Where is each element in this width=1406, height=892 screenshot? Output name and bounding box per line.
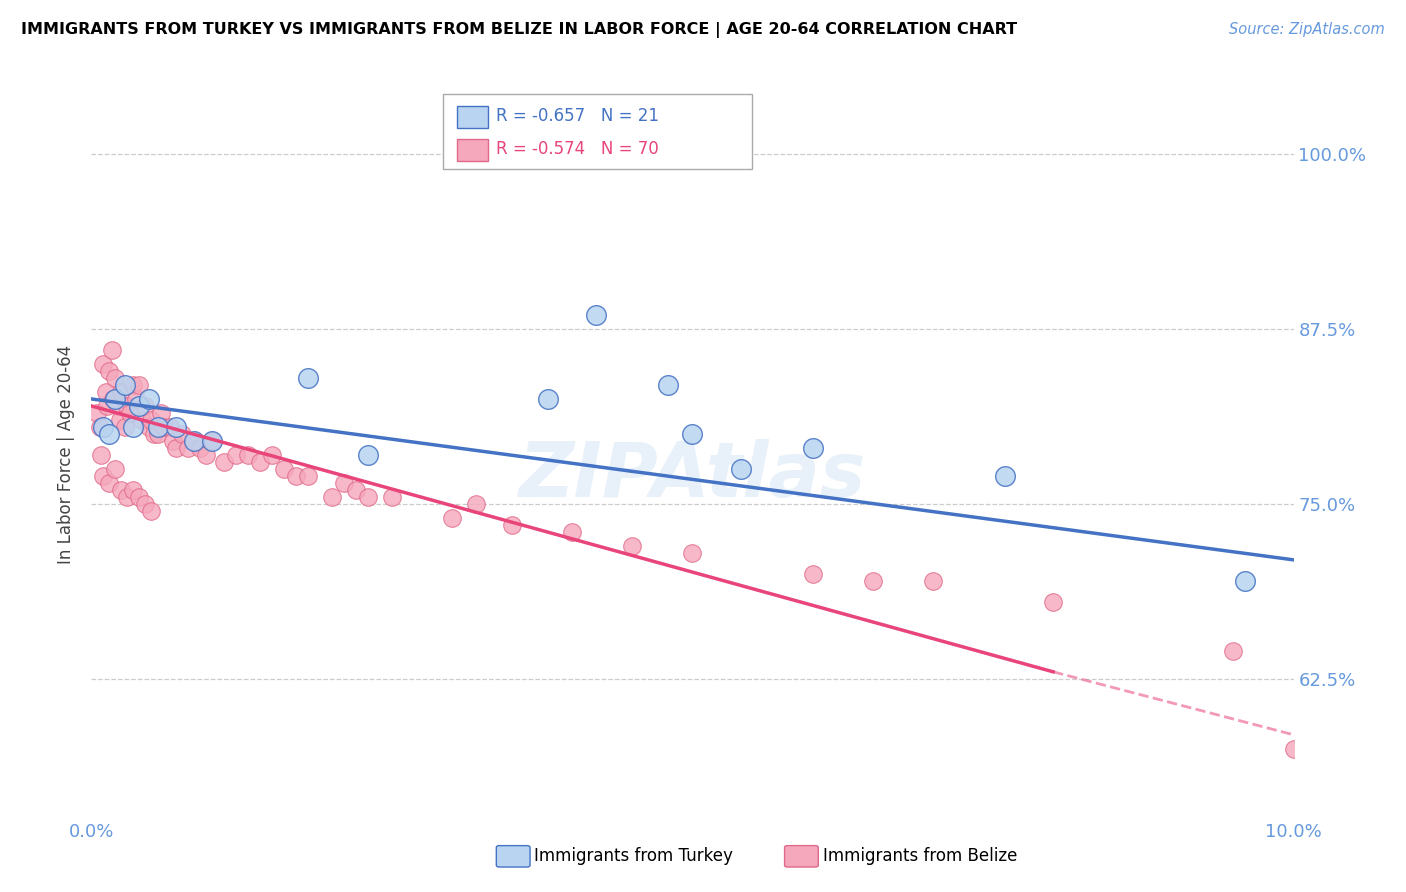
Text: Immigrants from Turkey: Immigrants from Turkey bbox=[534, 847, 733, 865]
Point bbox=[465, 497, 488, 511]
Point bbox=[104, 392, 127, 406]
Point bbox=[138, 392, 160, 406]
Point bbox=[1282, 741, 1305, 756]
Point bbox=[441, 511, 464, 525]
Point bbox=[128, 399, 150, 413]
Point bbox=[134, 399, 156, 413]
Point bbox=[86, 406, 108, 420]
Point bbox=[381, 490, 404, 504]
Point bbox=[284, 469, 307, 483]
Point bbox=[1222, 644, 1244, 658]
Point bbox=[125, 392, 148, 406]
Point bbox=[225, 448, 247, 462]
Text: Source: ZipAtlas.com: Source: ZipAtlas.com bbox=[1229, 22, 1385, 37]
Point bbox=[165, 420, 187, 434]
Point bbox=[922, 574, 945, 588]
Point bbox=[321, 490, 343, 504]
Point bbox=[114, 378, 136, 392]
Point bbox=[110, 483, 132, 497]
Point bbox=[212, 455, 235, 469]
Point bbox=[357, 490, 380, 504]
Point bbox=[141, 413, 163, 427]
Point bbox=[561, 524, 583, 539]
Point bbox=[117, 490, 139, 504]
Point bbox=[122, 378, 145, 392]
Point bbox=[194, 448, 217, 462]
Point bbox=[249, 455, 271, 469]
Point bbox=[170, 426, 193, 441]
Point bbox=[122, 420, 145, 434]
Point bbox=[118, 406, 141, 420]
Point bbox=[96, 399, 118, 413]
Point bbox=[201, 434, 224, 448]
Text: R = -0.574   N = 70: R = -0.574 N = 70 bbox=[496, 140, 659, 158]
Point bbox=[165, 441, 187, 455]
Point bbox=[357, 448, 380, 462]
Text: R = -0.657   N = 21: R = -0.657 N = 21 bbox=[496, 107, 659, 125]
Point bbox=[117, 399, 139, 413]
Point bbox=[114, 420, 136, 434]
Point bbox=[183, 434, 205, 448]
Point bbox=[730, 462, 752, 476]
Point bbox=[104, 462, 127, 476]
Point bbox=[107, 399, 129, 413]
Point bbox=[183, 434, 205, 448]
Point bbox=[90, 448, 112, 462]
Point bbox=[110, 413, 132, 427]
Point bbox=[93, 420, 115, 434]
Point bbox=[681, 546, 703, 560]
Text: ZIPAtlas: ZIPAtlas bbox=[519, 440, 866, 513]
Point bbox=[138, 420, 160, 434]
Point bbox=[131, 413, 153, 427]
Point bbox=[98, 426, 121, 441]
Point bbox=[89, 420, 111, 434]
Point bbox=[1042, 595, 1064, 609]
Point bbox=[297, 469, 319, 483]
Point bbox=[501, 517, 523, 532]
Point bbox=[333, 475, 356, 490]
Point bbox=[94, 384, 117, 399]
Point bbox=[150, 406, 173, 420]
Point bbox=[994, 469, 1017, 483]
Point bbox=[801, 441, 824, 455]
Point bbox=[142, 426, 165, 441]
Point bbox=[128, 490, 150, 504]
Y-axis label: In Labor Force | Age 20-64: In Labor Force | Age 20-64 bbox=[58, 345, 76, 565]
Point bbox=[146, 420, 169, 434]
Point bbox=[93, 357, 115, 371]
Point bbox=[152, 420, 174, 434]
Text: IMMIGRANTS FROM TURKEY VS IMMIGRANTS FROM BELIZE IN LABOR FORCE | AGE 20-64 CORR: IMMIGRANTS FROM TURKEY VS IMMIGRANTS FRO… bbox=[21, 22, 1017, 38]
Point bbox=[162, 434, 184, 448]
Point bbox=[681, 426, 703, 441]
Point bbox=[273, 462, 295, 476]
Point bbox=[176, 441, 198, 455]
Point bbox=[297, 371, 319, 385]
Point bbox=[621, 539, 644, 553]
Point bbox=[585, 308, 607, 322]
Point bbox=[101, 392, 124, 406]
Point bbox=[344, 483, 367, 497]
Point bbox=[801, 566, 824, 581]
Point bbox=[236, 448, 259, 462]
Point bbox=[146, 426, 169, 441]
Point bbox=[93, 469, 115, 483]
Text: Immigrants from Belize: Immigrants from Belize bbox=[823, 847, 1017, 865]
Point bbox=[141, 504, 163, 518]
Point bbox=[101, 343, 124, 357]
Point bbox=[98, 364, 121, 378]
Point bbox=[128, 378, 150, 392]
Point bbox=[537, 392, 560, 406]
Point bbox=[188, 441, 211, 455]
Point bbox=[134, 497, 156, 511]
Point bbox=[862, 574, 884, 588]
Point bbox=[1234, 574, 1257, 588]
Point bbox=[657, 378, 679, 392]
Point bbox=[159, 420, 181, 434]
Point bbox=[104, 371, 127, 385]
Point bbox=[110, 384, 132, 399]
Point bbox=[98, 475, 121, 490]
Point bbox=[201, 434, 224, 448]
Point bbox=[122, 483, 145, 497]
Point bbox=[260, 448, 283, 462]
